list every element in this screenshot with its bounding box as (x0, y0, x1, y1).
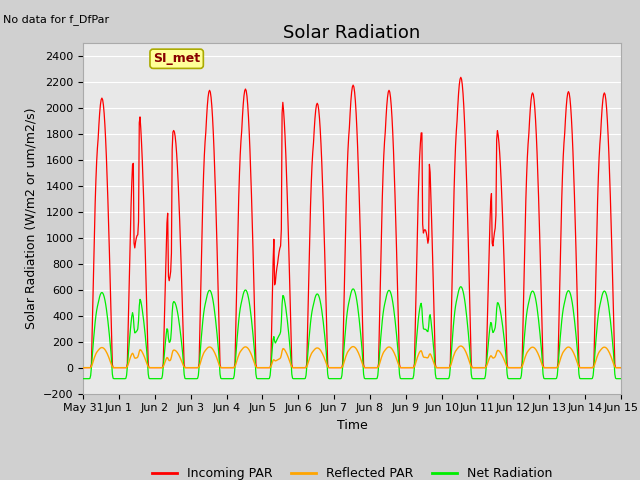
Legend: Incoming PAR, Reflected PAR, Net Radiation: Incoming PAR, Reflected PAR, Net Radiati… (147, 462, 557, 480)
X-axis label: Time: Time (337, 419, 367, 432)
Text: No data for f_DfPar: No data for f_DfPar (3, 14, 109, 25)
Y-axis label: Solar Radiation (W/m2 or um/m2/s): Solar Radiation (W/m2 or um/m2/s) (24, 108, 37, 329)
Text: SI_met: SI_met (153, 52, 200, 65)
Title: Solar Radiation: Solar Radiation (284, 24, 420, 42)
